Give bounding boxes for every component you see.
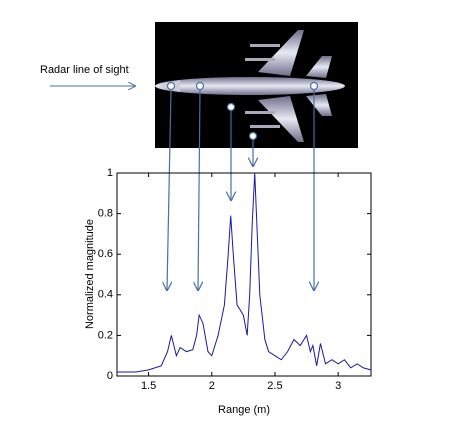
y-tick-label: 1: [107, 167, 113, 179]
x-tick-label: 2.5: [267, 380, 282, 392]
scatter-centers: [167, 81, 318, 291]
data-line: [117, 172, 372, 373]
x-axis-label: Range (m): [218, 404, 270, 416]
y-axis-label: Normalized magnitude: [84, 219, 96, 329]
x-tick-label: 1.5: [141, 380, 156, 392]
x-tick-label: 2: [209, 380, 215, 392]
aircraft-image: [155, 22, 358, 148]
annotation: Radar line of sight: [40, 64, 129, 76]
y-tick-label: 0: [107, 370, 113, 382]
y-tick-label: 0.6: [98, 248, 113, 260]
y-tick-label: 0.8: [98, 208, 113, 220]
x-tick-label: 3: [335, 380, 341, 392]
plot-frame: [116, 172, 372, 377]
y-tick-label: 0.4: [98, 289, 113, 301]
y-tick-label: 0.2: [98, 329, 113, 341]
